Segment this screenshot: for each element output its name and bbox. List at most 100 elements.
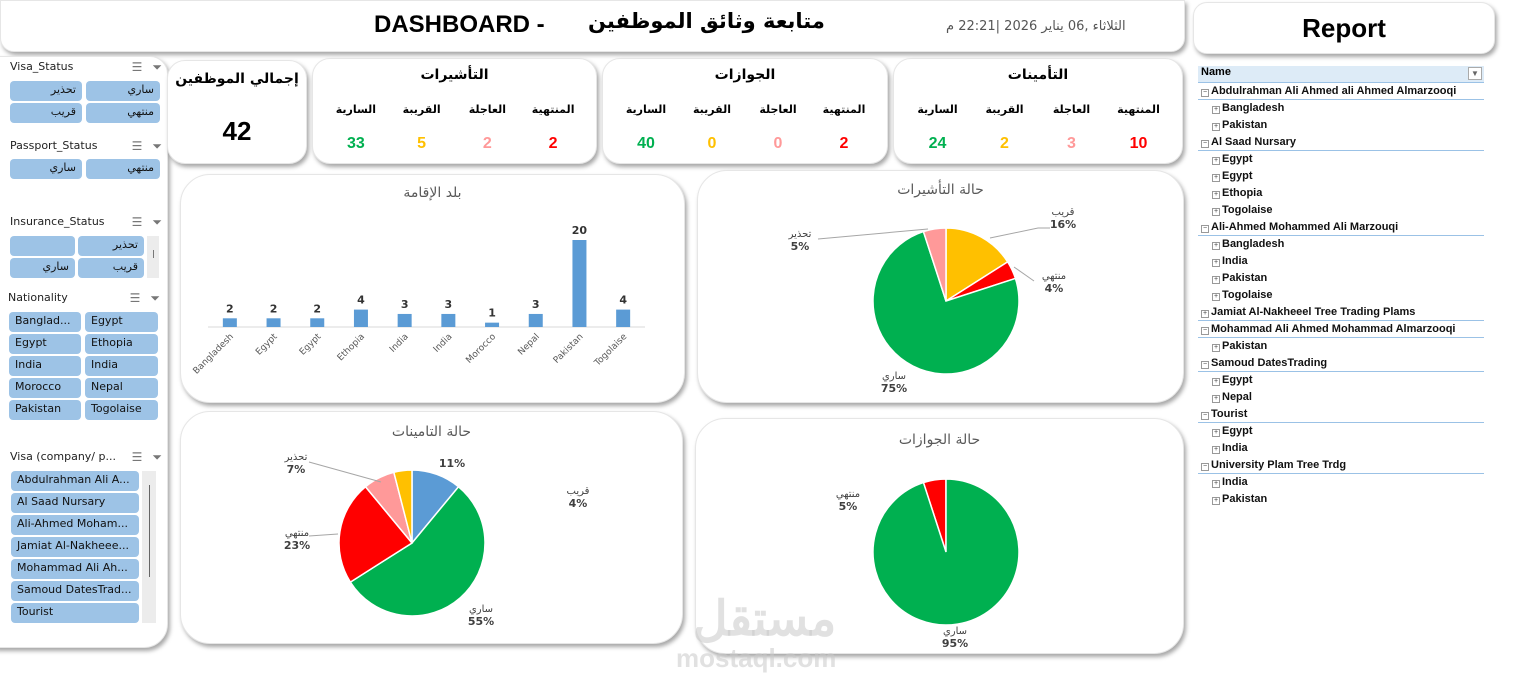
slicer-item[interactable]: ساري: [86, 81, 160, 101]
kpi-title: إجمالي الموظفين: [175, 71, 299, 87]
expand-icon[interactable]: +: [1212, 259, 1220, 267]
slicer-item[interactable]: India: [85, 356, 158, 376]
pivot-row-label: Pakistan: [1222, 493, 1268, 505]
kpi-valid-value: 40: [637, 135, 655, 152]
expand-icon[interactable]: +: [1212, 276, 1220, 284]
multi-select-icon[interactable]: ☰: [129, 291, 141, 305]
slicer-item[interactable]: Tourist: [11, 603, 139, 623]
slicer-item[interactable]: Ethopia: [85, 334, 158, 354]
expand-icon[interactable]: +: [1212, 395, 1220, 403]
slicer-item[interactable]: تحذير: [10, 81, 82, 101]
pivot-child-row[interactable]: + India: [1198, 440, 1484, 457]
pivot-child-row[interactable]: + Pakistan: [1198, 270, 1484, 287]
expand-icon[interactable]: +: [1212, 106, 1220, 114]
pivot-group-row[interactable]: − Mohammad Ali Ahmed Mohammad Almarzooqi: [1198, 321, 1484, 338]
svg-text:3: 3: [445, 298, 453, 311]
pivot-group-row[interactable]: + Jamiat Al-Nakheeel Tree Trading Plams: [1198, 304, 1484, 321]
slicer-item[interactable]: منتهي: [86, 159, 160, 179]
pivot-child-row[interactable]: + Nepal: [1198, 389, 1484, 406]
slicer-item[interactable]: قريب: [10, 103, 82, 123]
slicer-item[interactable]: Abdulrahman Ali A...: [11, 471, 139, 491]
collapse-icon[interactable]: −: [1201, 225, 1209, 233]
expand-icon[interactable]: +: [1212, 497, 1220, 505]
pivot-child-row[interactable]: + India: [1198, 474, 1484, 491]
pivot-group-row[interactable]: − Samoud DatesTrading: [1198, 355, 1484, 372]
expand-icon[interactable]: +: [1212, 242, 1220, 250]
report-button[interactable]: Report: [1193, 2, 1495, 54]
expand-icon[interactable]: +: [1212, 208, 1220, 216]
pivot-child-row[interactable]: + Pakistan: [1198, 491, 1484, 508]
slicer-item[interactable]: Togolaise: [85, 400, 158, 420]
pivot-child-row[interactable]: + Pakistan: [1198, 338, 1484, 355]
report-pivot-table: Name ▼ − Abdulrahman Ali Ahmed ali Ahmed A…: [1198, 66, 1484, 508]
slicer-item[interactable]: India: [9, 356, 81, 376]
collapse-icon[interactable]: −: [1201, 327, 1209, 335]
pivot-group-row[interactable]: − Al Saad Nursary: [1198, 134, 1484, 151]
collapse-icon[interactable]: −: [1201, 89, 1209, 97]
slicer-item[interactable]: منتهي: [86, 103, 160, 123]
pivot-child-row[interactable]: + Togolaise: [1198, 202, 1484, 219]
slicer-item[interactable]: Mohammad Ali Ah...: [11, 559, 139, 579]
clear-filter-icon[interactable]: ⏷: [152, 215, 162, 229]
collapse-icon[interactable]: −: [1201, 140, 1209, 148]
svg-text:4%: 4%: [1045, 282, 1064, 295]
slicer-item[interactable]: Jamiat Al-Nakheee...: [11, 537, 139, 557]
slicer-item[interactable]: Ali-Ahmed Moham...: [11, 515, 139, 535]
filter-dropdown-icon[interactable]: ▼: [1468, 67, 1482, 80]
pivot-child-row[interactable]: + Togolaise: [1198, 287, 1484, 304]
expand-icon[interactable]: +: [1212, 293, 1220, 301]
slicer-item[interactable]: Nepal: [85, 378, 158, 398]
pivot-child-row[interactable]: + Pakistan: [1198, 117, 1484, 134]
slicer-item[interactable]: Pakistan: [9, 400, 81, 420]
pivot-child-row[interactable]: + Egypt: [1198, 151, 1484, 168]
slicer-item[interactable]: Samoud DatesTrad...: [11, 581, 139, 601]
pivot-group-row[interactable]: − University Plam Tree Trdg: [1198, 457, 1484, 474]
expand-icon[interactable]: +: [1212, 480, 1220, 488]
slicer-nationality: Nationality ☰ ⏷: [8, 291, 160, 311]
expand-icon[interactable]: +: [1212, 123, 1220, 131]
multi-select-icon[interactable]: ☰: [131, 60, 143, 74]
expand-icon[interactable]: +: [1212, 157, 1220, 165]
expand-icon[interactable]: +: [1212, 446, 1220, 454]
slicer-item[interactable]: قريب: [78, 258, 144, 278]
pivot-child-row[interactable]: + Egypt: [1198, 372, 1484, 389]
pivot-child-row[interactable]: + Ethopia: [1198, 185, 1484, 202]
slicer-item[interactable]: Al Saad Nursary: [11, 493, 139, 513]
slicer-scrollbar[interactable]: [147, 236, 159, 278]
clear-filter-icon[interactable]: ⏷: [150, 291, 160, 305]
clear-filter-icon[interactable]: ⏷: [152, 60, 162, 74]
multi-select-icon[interactable]: ☰: [131, 139, 143, 153]
slicer-item[interactable]: ساري: [10, 258, 75, 278]
collapse-icon[interactable]: −: [1201, 412, 1209, 420]
pivot-child-row[interactable]: + Bangladesh: [1198, 100, 1484, 117]
clear-filter-icon[interactable]: ⏷: [152, 450, 162, 464]
chart-visa-status: حالة التأشيرات قريب 16% منتهي 4% ساري 75% تحذي…: [697, 170, 1184, 403]
collapse-icon[interactable]: −: [1201, 463, 1209, 471]
expand-icon[interactable]: +: [1212, 191, 1220, 199]
expand-icon[interactable]: +: [1212, 429, 1220, 437]
pivot-child-row[interactable]: + Bangladesh: [1198, 236, 1484, 253]
pie-slice: [349, 485, 486, 617]
slicer-item[interactable]: ساري: [10, 159, 82, 179]
pivot-group-row[interactable]: − Abdulrahman Ali Ahmed ali Ahmed Almarzo…: [1198, 83, 1484, 100]
collapse-icon[interactable]: −: [1201, 361, 1209, 369]
pivot-child-row[interactable]: + Egypt: [1198, 168, 1484, 185]
pivot-child-row[interactable]: + India: [1198, 253, 1484, 270]
expand-icon[interactable]: +: [1201, 310, 1209, 318]
pivot-group-row[interactable]: − Tourist: [1198, 406, 1484, 423]
clear-filter-icon[interactable]: ⏷: [152, 139, 162, 153]
multi-select-icon[interactable]: ☰: [131, 450, 143, 464]
expand-icon[interactable]: +: [1212, 378, 1220, 386]
expand-icon[interactable]: +: [1212, 174, 1220, 182]
slicer-item[interactable]: تحذير: [78, 236, 144, 256]
pivot-child-row[interactable]: + Egypt: [1198, 423, 1484, 440]
pivot-group-row[interactable]: − Ali-Ahmed Mohammed Ali Marzouqi: [1198, 219, 1484, 236]
slicer-item[interactable]: Egypt: [85, 312, 158, 332]
slicer-scrollbar[interactable]: [142, 471, 156, 623]
slicer-item[interactable]: Morocco: [9, 378, 81, 398]
slicer-item[interactable]: [10, 236, 75, 256]
multi-select-icon[interactable]: ☰: [131, 215, 143, 229]
expand-icon[interactable]: +: [1212, 344, 1220, 352]
slicer-item[interactable]: Egypt: [9, 334, 81, 354]
slicer-item[interactable]: Banglad...: [9, 312, 81, 332]
